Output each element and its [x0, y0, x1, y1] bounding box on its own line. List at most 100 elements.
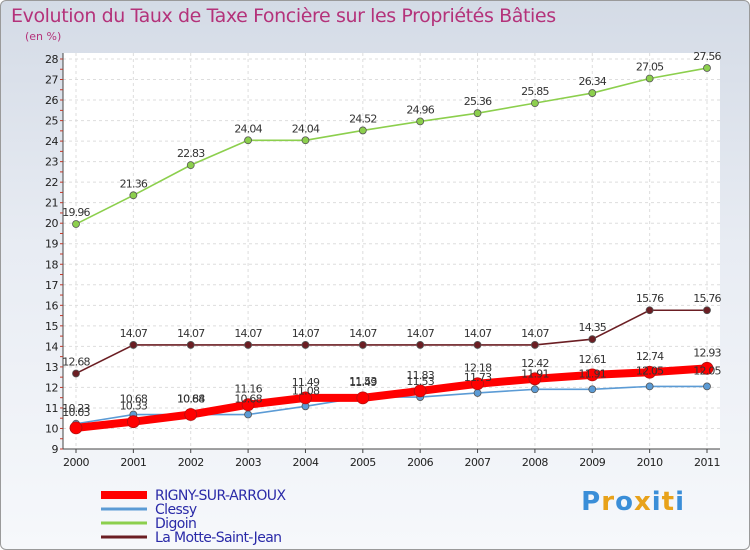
- data-label: 14.07: [234, 327, 262, 340]
- data-point: [72, 369, 80, 378]
- x-tick-label: 2006: [407, 456, 433, 469]
- data-label: 12.61: [579, 353, 607, 366]
- data-point: [643, 365, 657, 379]
- data-point: [129, 191, 138, 200]
- y-tick-label: 20: [45, 217, 58, 230]
- data-point: [358, 126, 367, 135]
- y-tick-label: 17: [45, 279, 58, 292]
- y-tick-label: 23: [45, 156, 58, 169]
- data-point: [588, 385, 597, 394]
- data-label: 12.05: [636, 364, 664, 377]
- data-label: 12.05: [693, 364, 721, 377]
- x-tick-label: 2005: [350, 456, 376, 469]
- y-tick-label: 10: [45, 422, 58, 435]
- data-point: [184, 408, 198, 421]
- y-tick-label: 25: [45, 115, 58, 128]
- data-label: 11.91: [521, 367, 549, 380]
- data-point: [186, 161, 195, 170]
- logo-letter: t: [661, 487, 676, 517]
- data-label: 14.07: [349, 327, 377, 340]
- data-point: [244, 410, 252, 419]
- x-tick-label: 2000: [63, 456, 89, 469]
- data-point: [244, 341, 252, 349]
- data-label: 24.04: [292, 122, 320, 135]
- data-label: 10.68: [234, 393, 262, 406]
- data-label: 12.68: [62, 355, 90, 368]
- data-point: [129, 341, 138, 349]
- data-point: [645, 382, 654, 391]
- data-label: 27.05: [636, 61, 664, 74]
- data-label: 12.18: [464, 362, 492, 375]
- data-label: 11.53: [349, 375, 377, 388]
- logo-letter: o: [615, 487, 634, 517]
- data-point: [473, 341, 482, 349]
- data-point: [585, 368, 599, 382]
- data-point: [416, 341, 425, 349]
- x-tick-label: 2007: [465, 456, 491, 469]
- x-tick-label: 2010: [637, 456, 663, 469]
- x-tick-label: 2008: [522, 456, 548, 469]
- x-tick-label: 2011: [694, 456, 720, 469]
- data-label: 14.07: [177, 327, 205, 340]
- data-label: 12.42: [521, 357, 549, 370]
- y-tick-label: 13: [45, 361, 58, 374]
- proxiti-logo: Proxiti: [581, 487, 685, 517]
- data-point: [301, 136, 310, 145]
- data-label: 11.16: [234, 383, 262, 396]
- data-label: 15.76: [636, 292, 664, 305]
- data-label: 11.73: [464, 371, 492, 384]
- x-tick-label: 2002: [178, 456, 204, 469]
- data-point: [69, 421, 83, 435]
- y-tick-label: 9: [52, 443, 59, 456]
- y-tick-label: 11: [45, 402, 58, 415]
- data-label: 11.83: [406, 369, 434, 382]
- data-label: 14.07: [292, 327, 320, 340]
- x-tick-label: 2001: [120, 456, 146, 469]
- data-label: 10.84: [177, 393, 205, 406]
- y-tick-label: 12: [45, 381, 58, 394]
- data-label: 11.08: [292, 384, 320, 397]
- data-point: [413, 384, 427, 398]
- data-label: 11.49: [292, 376, 320, 389]
- y-tick-label: 28: [45, 53, 58, 66]
- data-point: [700, 361, 714, 375]
- data-label: 21.36: [120, 177, 148, 190]
- data-point: [473, 389, 482, 397]
- data-label: 24.04: [234, 122, 262, 135]
- data-point: [588, 335, 597, 344]
- data-point: [588, 89, 597, 97]
- data-label: 10.33: [120, 400, 148, 413]
- data-label: 11.49: [349, 376, 377, 389]
- y-tick-label: 22: [45, 176, 58, 189]
- data-label: 10.68: [120, 393, 148, 406]
- data-label: 14.07: [406, 327, 434, 340]
- legend-label: Clessy: [155, 502, 197, 518]
- data-point: [531, 341, 539, 349]
- data-label: 11.91: [579, 367, 607, 380]
- data-point: [703, 382, 711, 391]
- data-label: 10.23: [62, 402, 90, 415]
- legend-label: RIGNY-SUR-ARROUX: [155, 488, 286, 504]
- chart-title: Evolution du Taux de Taxe Foncière sur l…: [11, 5, 556, 27]
- data-point: [301, 341, 310, 349]
- data-point: [72, 220, 80, 228]
- x-tick-label: 2003: [235, 456, 261, 469]
- series-line: [75, 309, 708, 375]
- y-tick-label: 15: [45, 320, 58, 333]
- data-point: [416, 117, 425, 126]
- data-label: 11.53: [406, 375, 434, 388]
- x-tick-label: 2009: [579, 456, 605, 469]
- data-label: 22.83: [177, 147, 205, 160]
- data-label: 19.96: [62, 206, 90, 219]
- data-point: [186, 341, 195, 349]
- data-point: [299, 391, 312, 405]
- logo-letter: i: [651, 487, 662, 517]
- data-point: [531, 385, 539, 394]
- data-point: [473, 109, 482, 118]
- plot-area: [63, 53, 720, 449]
- data-point: [244, 136, 252, 145]
- data-point: [471, 377, 484, 391]
- y-tick-label: 24: [45, 135, 58, 148]
